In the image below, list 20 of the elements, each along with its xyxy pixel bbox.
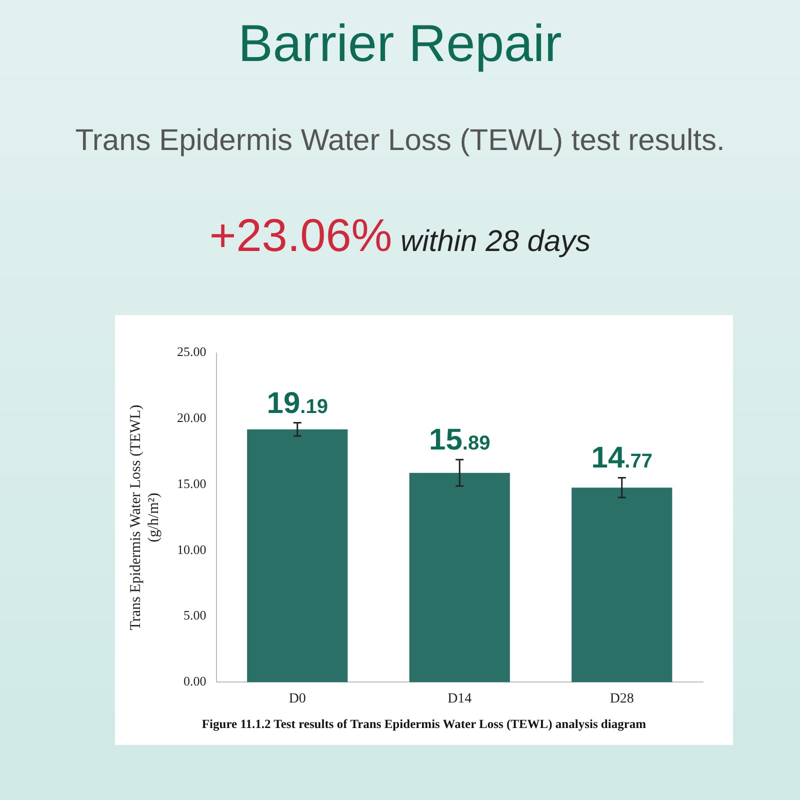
y-tick-label: 5.00 — [184, 608, 206, 623]
data-label: 15.89 — [429, 424, 490, 457]
text: +23.06% within 28 days — [209, 209, 591, 261]
x-tick-label: D0 — [288, 691, 306, 706]
chart-subtitle: Trans Epidermis Water Loss (TEWL) test results. — [74, 124, 726, 158]
data-label: 19.19 — [266, 386, 328, 420]
caption: Figure 11.1.2 Test results of Trans Epidermis Water Loss (TEWL) analysis diagram — [200, 717, 648, 732]
y-tick-label: 20.00 — [177, 410, 206, 426]
x-tick-label: D14 — [448, 691, 472, 706]
bar — [572, 488, 672, 682]
bar — [409, 472, 510, 682]
bar — [247, 429, 348, 682]
y-tick-label: 10.00 — [177, 542, 206, 557]
y-tick-label: 0.00 — [184, 674, 206, 689]
y-tick-label: 25.00 — [177, 344, 206, 360]
data-label: 14.77 — [591, 442, 652, 475]
chart-title: Barrier Repair — [237, 14, 563, 74]
y-axis-title: Trans Epidermis Water Loss (TEWL) (g/h/m²) — [128, 404, 162, 630]
x-tick-label: D28 — [610, 691, 634, 706]
y-tick-label: 15.00 — [177, 476, 206, 491]
